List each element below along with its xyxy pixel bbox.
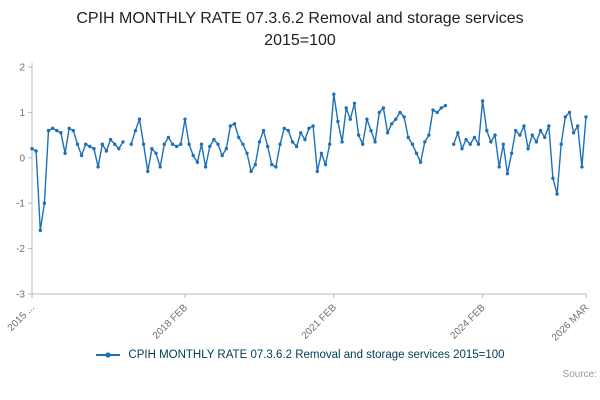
svg-text:-2: -2	[16, 244, 25, 255]
legend-line-icon	[96, 352, 121, 358]
legend-label: CPIH MONTHLY RATE 07.3.6.2 Removal and s…	[128, 349, 505, 362]
svg-text:2026 MAR: 2026 MAR	[550, 303, 591, 344]
svg-text:1: 1	[19, 108, 25, 119]
svg-text:2021 FEB: 2021 FEB	[300, 302, 339, 341]
svg-text:2024 FEB: 2024 FEB	[449, 302, 488, 341]
legend: CPIH MONTHLY RATE 07.3.6.2 Removal and s…	[0, 344, 600, 366]
svg-text:-3: -3	[16, 290, 25, 301]
svg-text:2: 2	[19, 63, 25, 74]
svg-text:2018 FEB: 2018 FEB	[151, 302, 190, 341]
chart-title: CPIH MONTHLY RATE 07.3.6.2 Removal and s…	[76, 10, 524, 49]
line-chart[interactable]: 2 1 0 -1 -2 -3 2015 ... 2018 FEB 2021 FEB 2024 FE…	[0, 51, 600, 344]
svg-text:2015 ...: 2015 ...	[6, 303, 37, 334]
svg-text:0: 0	[19, 153, 25, 164]
source-label: Source:	[562, 369, 597, 381]
svg-text:-1: -1	[16, 199, 25, 210]
